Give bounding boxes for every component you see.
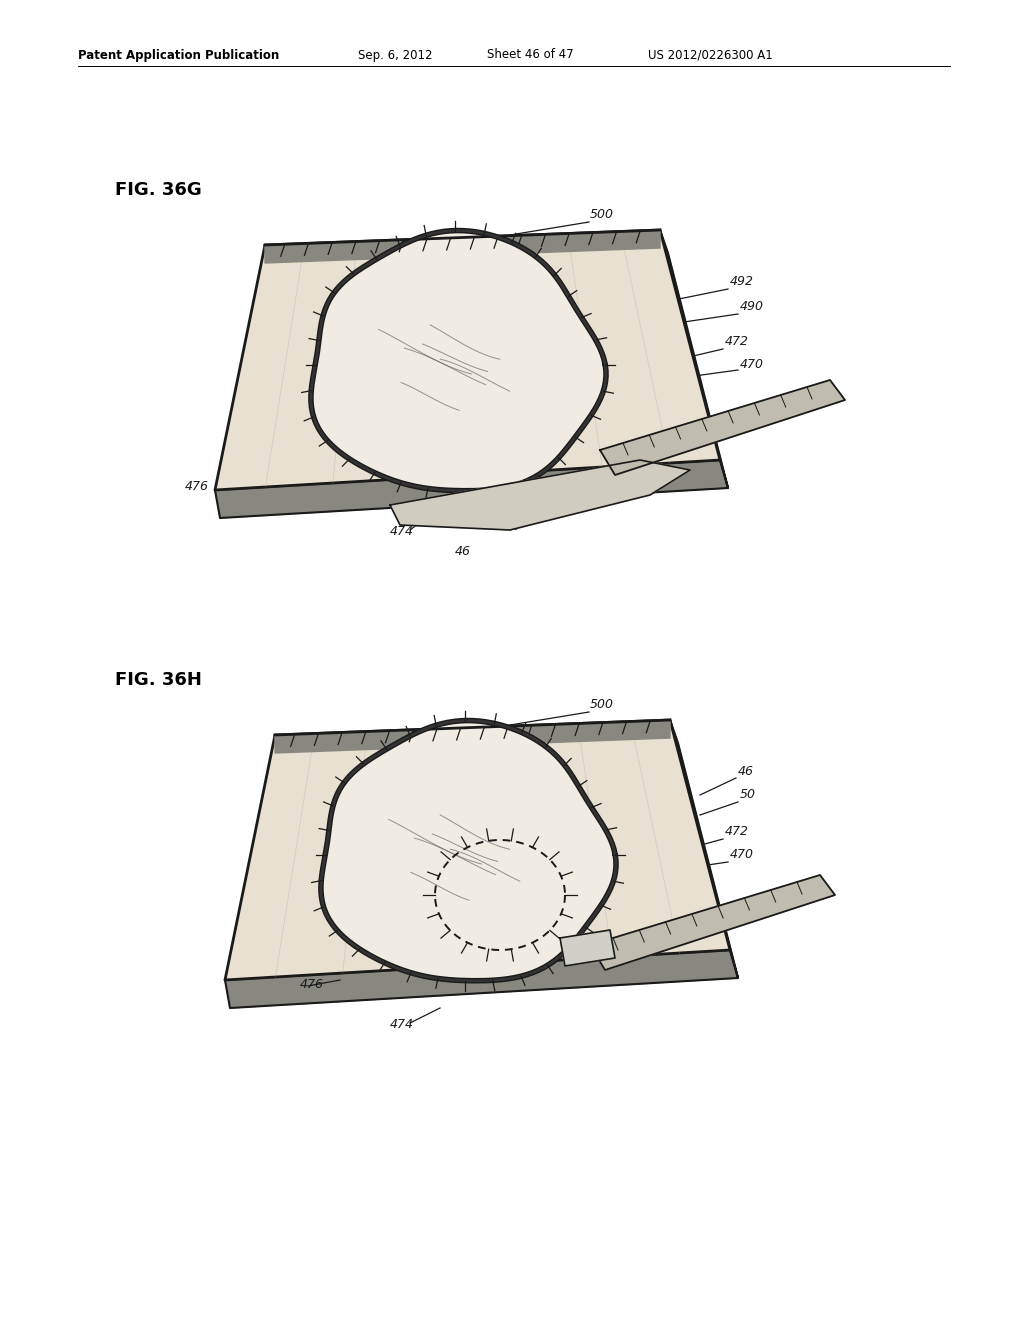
Text: 474: 474 (390, 525, 414, 539)
Text: FIG. 36H: FIG. 36H (115, 671, 202, 689)
Text: 490: 490 (740, 300, 764, 313)
Polygon shape (215, 459, 728, 517)
Polygon shape (225, 719, 730, 979)
Text: Patent Application Publication: Patent Application Publication (78, 49, 280, 62)
Text: 50: 50 (505, 520, 521, 533)
Polygon shape (215, 230, 720, 490)
Polygon shape (560, 931, 615, 966)
Text: 476: 476 (185, 480, 209, 492)
Text: FIG. 36G: FIG. 36G (115, 181, 202, 199)
Text: 492: 492 (730, 275, 754, 288)
Polygon shape (275, 719, 670, 752)
Text: 470: 470 (730, 847, 754, 861)
Polygon shape (390, 459, 690, 531)
Text: 46: 46 (455, 545, 471, 558)
Polygon shape (670, 719, 738, 978)
Polygon shape (225, 950, 738, 1008)
Polygon shape (590, 875, 835, 970)
Polygon shape (321, 721, 616, 981)
Text: US 2012/0226300 A1: US 2012/0226300 A1 (648, 49, 773, 62)
Polygon shape (600, 380, 845, 475)
Text: 474: 474 (390, 1018, 414, 1031)
Text: Sep. 6, 2012: Sep. 6, 2012 (358, 49, 432, 62)
Text: Sheet 46 of 47: Sheet 46 of 47 (487, 49, 573, 62)
Text: 470: 470 (740, 358, 764, 371)
Polygon shape (265, 230, 660, 263)
Text: 476: 476 (300, 978, 324, 991)
Polygon shape (311, 231, 606, 491)
Text: 46: 46 (738, 766, 754, 777)
Text: 472: 472 (725, 335, 749, 348)
Text: 500: 500 (590, 698, 614, 711)
Text: 50: 50 (740, 788, 756, 801)
Text: 500: 500 (590, 209, 614, 220)
Text: 472: 472 (725, 825, 749, 838)
Polygon shape (660, 230, 728, 488)
